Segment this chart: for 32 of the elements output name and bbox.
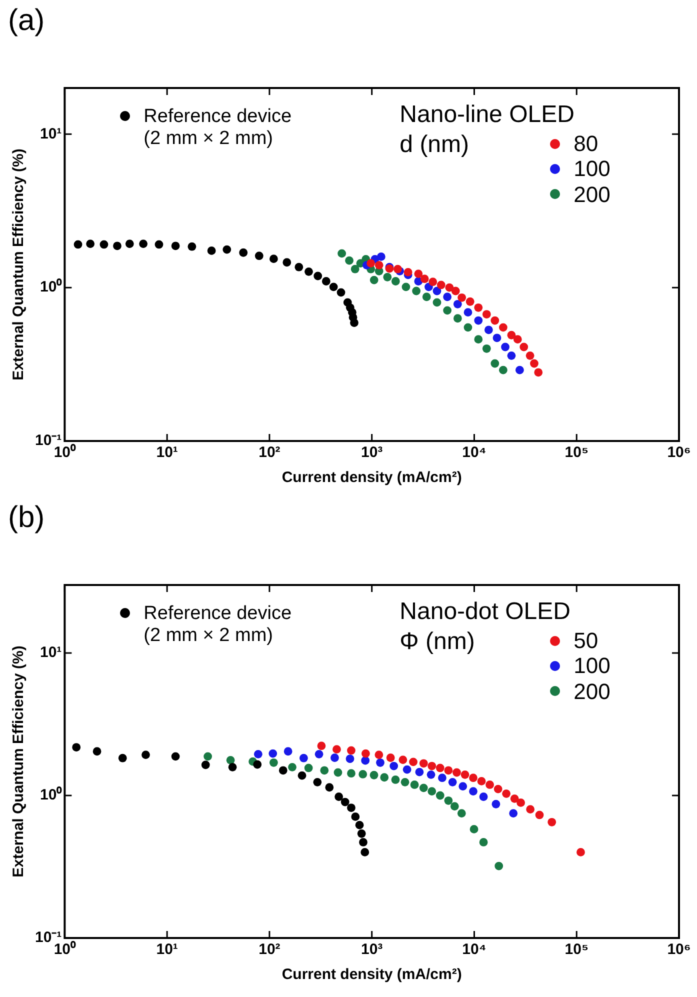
x-tick-label: 10³ bbox=[360, 941, 383, 958]
y-tick-label: 10⁰ bbox=[40, 786, 63, 804]
legend-title: Nano-dot OLED Φ (nm) bbox=[400, 598, 570, 655]
x-tick-label: 10² bbox=[258, 444, 280, 462]
y-axis-title: External Quantum Efficiency (%) bbox=[10, 148, 28, 380]
legend-label: 200 bbox=[574, 182, 610, 207]
legend-label: 50 bbox=[574, 628, 598, 654]
y-tick-label: 10¹ bbox=[40, 644, 62, 662]
chart-title: (b) bbox=[8, 501, 45, 535]
x-axis-title: Current density (mA/cm²) bbox=[282, 966, 462, 984]
x-tick-label: 10⁶ bbox=[667, 941, 691, 958]
legend-label: Reference device (2 mm × 2 mm) bbox=[144, 603, 292, 647]
x-tick-label: 10⁵ bbox=[564, 941, 588, 958]
x-tick-label: 10⁶ bbox=[667, 444, 691, 462]
legend-label: 80 bbox=[574, 131, 598, 156]
x-tick-label: 10⁵ bbox=[564, 444, 588, 462]
chart-title: (a) bbox=[8, 4, 45, 38]
x-tick-label: 10⁴ bbox=[462, 444, 486, 462]
x-tick-label: 10¹ bbox=[156, 444, 178, 462]
x-tick-label: 10² bbox=[258, 941, 280, 958]
x-axis-title: Current density (mA/cm²) bbox=[282, 469, 462, 486]
legend-title: Nano-line OLED d (nm) bbox=[400, 101, 574, 158]
y-tick-label: 10⁰ bbox=[40, 278, 63, 296]
legend-label: 200 bbox=[574, 678, 610, 704]
legend-label: Reference device (2 mm × 2 mm) bbox=[144, 106, 292, 150]
legend-label: 100 bbox=[574, 156, 610, 182]
x-tick-label: 10⁴ bbox=[462, 941, 486, 958]
y-axis-title: External Quantum Efficiency (%) bbox=[10, 646, 28, 878]
x-tick-label: 10¹ bbox=[156, 941, 178, 958]
x-tick-label: 10³ bbox=[360, 444, 383, 462]
y-tick-label: 10¹ bbox=[40, 125, 62, 142]
legend-label: 100 bbox=[574, 653, 610, 679]
